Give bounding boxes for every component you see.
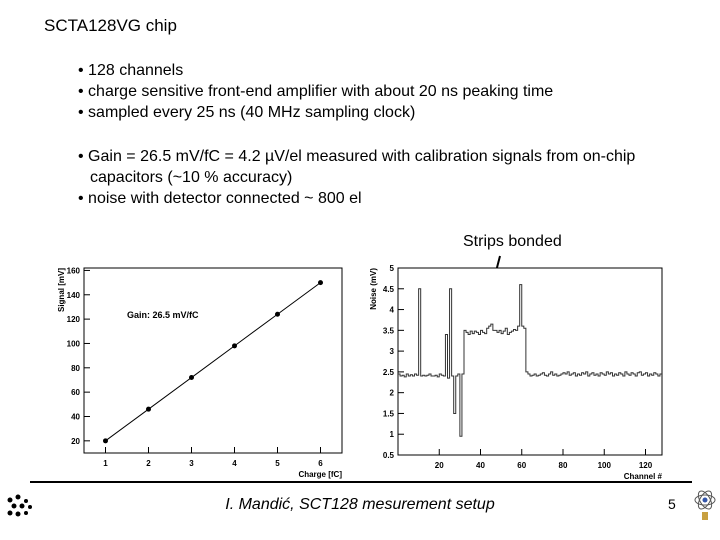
y-tick-label: 1 bbox=[390, 430, 395, 439]
callout-strips-bonded: Strips bonded bbox=[463, 233, 562, 250]
data-point bbox=[103, 438, 108, 444]
x-tick-label: 5 bbox=[275, 459, 280, 468]
y-tick-label: 3.5 bbox=[383, 326, 395, 335]
y-tick-label: 20 bbox=[71, 437, 80, 446]
x-tick-label: 120 bbox=[639, 461, 653, 470]
y-tick-label: 5 bbox=[390, 264, 395, 273]
gain-chart: 1 2 3 4 5 6 20 40 60 80 100 120 140 160 Charge [fC] Sig… bbox=[57, 266, 343, 479]
x-tick-label: 60 bbox=[517, 461, 526, 470]
slide-title: SCTA128VG chip bbox=[44, 16, 177, 35]
bullet-list-measurements: • Gain = 26.5 mV/fC = 4.2 µV/el measured… bbox=[78, 146, 638, 209]
x-tick-label: 1 bbox=[103, 459, 108, 468]
gain-annotation: Gain: 26.5 mV/fC bbox=[127, 310, 199, 320]
y-tick-label: 2 bbox=[390, 389, 395, 398]
y-tick-label: 3 bbox=[390, 347, 395, 356]
x-axis-label: Channel # bbox=[624, 472, 663, 481]
y-tick-label: 40 bbox=[71, 412, 80, 421]
y-tick-label: 0.5 bbox=[383, 451, 395, 460]
institute-logo-icon bbox=[7, 494, 32, 517]
data-point bbox=[232, 343, 237, 349]
x-tick-label: 3 bbox=[189, 459, 194, 468]
data-point bbox=[275, 311, 280, 317]
bullet-item: • charge sensitive front-end amplifier w… bbox=[78, 83, 554, 100]
noise-histogram-line bbox=[398, 284, 662, 437]
page-number: 5 bbox=[668, 496, 676, 512]
x-tick-label: 20 bbox=[435, 461, 444, 470]
bullet-list-specs: • 128 channels • charge sensitive front-… bbox=[78, 60, 678, 123]
y-tick-label: 140 bbox=[67, 291, 81, 300]
x-axis-label: Charge [fC] bbox=[298, 470, 342, 479]
bullet-item: • 128 channels bbox=[78, 62, 184, 79]
y-axis-label: Signal [mV] bbox=[57, 268, 66, 312]
x-tick-label: 4 bbox=[232, 459, 237, 468]
footer-divider bbox=[30, 481, 692, 483]
series-line bbox=[105, 282, 321, 442]
x-tick-label: 80 bbox=[559, 461, 568, 470]
bullet-item: • noise with detector connected ~ 800 el bbox=[78, 190, 362, 207]
y-tick-label: 100 bbox=[67, 339, 81, 348]
data-point bbox=[146, 406, 151, 412]
data-point bbox=[318, 280, 323, 286]
noise-chart: 20 40 60 80 100 120 0.5 1 1.5 2 2.5 3 3.5 4 4.5 5 Channe… bbox=[369, 264, 663, 481]
footer-caption: I. Mandić, SCT128 mesurement setup bbox=[225, 496, 495, 513]
y-tick-label: 60 bbox=[71, 388, 80, 397]
x-tick-label: 2 bbox=[146, 459, 151, 468]
y-tick-label: 2.5 bbox=[383, 368, 395, 377]
plot-frame bbox=[397, 267, 663, 456]
y-tick-label: 1.5 bbox=[383, 409, 395, 418]
y-tick-label: 160 bbox=[67, 266, 81, 275]
atom-logo-icon bbox=[694, 490, 716, 520]
bullet-item: • Gain = 26.5 mV/fC = 4.2 µV/el measured… bbox=[78, 148, 636, 186]
y-tick-label: 80 bbox=[71, 364, 80, 373]
x-tick-label: 40 bbox=[476, 461, 485, 470]
y-axis-label: Noise (mV) bbox=[369, 268, 378, 310]
y-tick-label: 120 bbox=[67, 315, 81, 324]
x-tick-label: 100 bbox=[598, 461, 612, 470]
data-point bbox=[189, 375, 194, 381]
x-tick-label: 6 bbox=[318, 459, 323, 468]
y-tick-label: 4 bbox=[390, 306, 395, 315]
bullet-item: • sampled every 25 ns (40 MHz sampling c… bbox=[78, 104, 416, 121]
y-tick-label: 4.5 bbox=[383, 285, 395, 294]
